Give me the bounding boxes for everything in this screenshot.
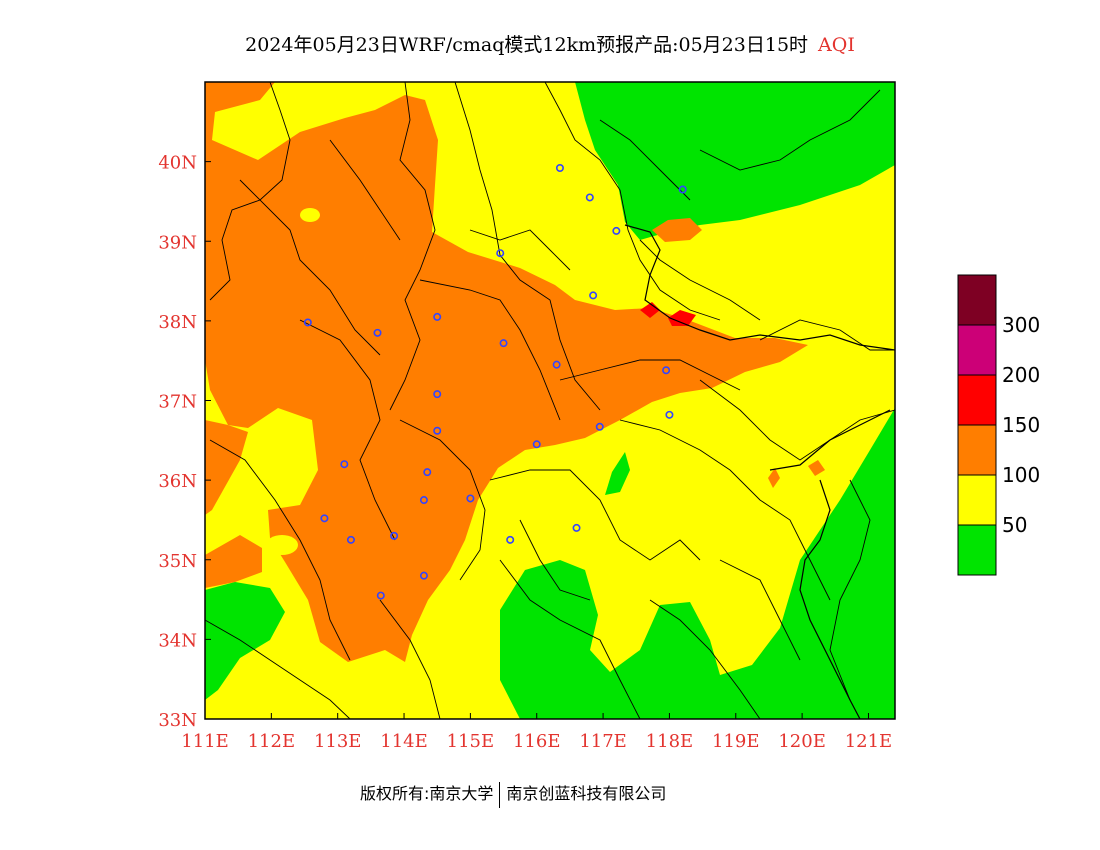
city-marker-2 <box>612 226 621 235</box>
city-marker-3 <box>678 185 687 194</box>
aqi-zone-green-south <box>500 408 895 719</box>
city-marker-15 <box>433 426 442 435</box>
city-marker-8 <box>433 312 442 321</box>
legend-swatch-5 <box>957 274 997 326</box>
footer-company: 南京创蓝科技有限公司 <box>506 784 667 803</box>
city-marker-6 <box>303 318 312 327</box>
legend-label-2: 150 <box>1002 413 1040 437</box>
lon-tick-label-10: 121E <box>845 731 893 752</box>
city-marker-21 <box>466 494 475 503</box>
legend-swatch-4 <box>957 324 997 376</box>
lon-tick-label-4: 115E <box>447 731 495 752</box>
aqi-zone-orange-southwest <box>205 535 262 588</box>
city-marker-7 <box>373 328 382 337</box>
lon-tick-label-9: 120E <box>778 731 826 752</box>
coastline <box>624 224 895 719</box>
aqi-zone-yellow-hole-2 <box>266 535 298 555</box>
city-marker-17 <box>340 460 349 469</box>
aqi-zone-orange-dot <box>768 468 780 488</box>
city-marker-27 <box>376 591 385 600</box>
lon-tick-label-2: 113E <box>314 731 362 752</box>
city-marker-26 <box>419 571 428 580</box>
legend-swatch-0 <box>957 524 997 576</box>
aqi-zone-orange-main <box>205 82 808 662</box>
city-marker-16 <box>532 440 541 449</box>
city-marker-13 <box>595 422 604 431</box>
city-marker-14 <box>433 390 442 399</box>
aqi-field <box>205 82 895 719</box>
lat-tick-label-5: 38N <box>158 312 197 333</box>
city-marker-25 <box>572 523 581 532</box>
city-marker-23 <box>390 531 399 540</box>
city-markers <box>303 163 687 600</box>
axis-ticks: 111E 112E 113E 114E 115E 116E 117E 118E 119E 120E… <box>158 153 892 752</box>
aqi-zone-orange-dot2 <box>808 460 825 476</box>
city-marker-11 <box>662 366 671 375</box>
aqi-zone-yellow-hole-1 <box>300 208 320 222</box>
aqi-zone-red-2 <box>668 310 696 326</box>
legend-swatch-1 <box>957 474 997 526</box>
legend-swatch-3 <box>957 374 997 426</box>
lat-tick-label-7: 40N <box>158 153 197 174</box>
lon-tick-label-1: 112E <box>248 731 296 752</box>
aqi-zone-red-1 <box>640 302 660 318</box>
lat-tick-label-3: 36N <box>158 471 197 492</box>
city-marker-19 <box>320 514 329 523</box>
city-marker-1 <box>585 193 594 202</box>
city-marker-9 <box>499 339 508 348</box>
city-marker-22 <box>346 535 355 544</box>
city-marker-5 <box>589 291 598 300</box>
legend-label-0: 50 <box>1002 513 1027 537</box>
lon-tick-label-6: 117E <box>579 731 627 752</box>
city-marker-18 <box>423 468 432 477</box>
legend-swatch-2 <box>957 424 997 476</box>
title-main: 2024年05月23日WRF/cmaq模式12km预报产品:05月23日15时 <box>245 34 809 56</box>
lat-tick-label-1: 34N <box>158 630 197 651</box>
legend-label-1: 100 <box>1002 463 1040 487</box>
city-marker-10 <box>552 360 561 369</box>
aqi-legend: 50 100 150 200 300 <box>957 274 1040 576</box>
legend-label-3: 200 <box>1002 363 1040 387</box>
city-marker-12 <box>665 410 674 419</box>
lon-tick-label-7: 118E <box>646 731 694 752</box>
title-variable: AQI <box>818 34 855 56</box>
lon-tick-label-3: 114E <box>380 731 428 752</box>
footer-divider <box>499 781 501 808</box>
map-title: 2024年05月23日WRF/cmaq模式12km预报产品:05月23日15时 A… <box>0 30 1100 57</box>
city-marker-0 <box>555 163 564 172</box>
copyright-footer: 版权所有:南京大学 南京创蓝科技有限公司 <box>360 780 666 808</box>
footer-owner: 版权所有:南京大学 <box>360 784 494 803</box>
city-marker-20 <box>419 496 428 505</box>
lon-tick-label-5: 116E <box>513 731 561 752</box>
lat-tick-label-6: 39N <box>158 232 197 253</box>
lat-tick-label-4: 37N <box>158 392 197 413</box>
legend-label-4: 300 <box>1002 313 1040 337</box>
aqi-zone-green-patch <box>605 452 630 495</box>
city-marker-24 <box>506 535 515 544</box>
city-marker-4 <box>496 249 505 258</box>
lon-tick-label-8: 119E <box>712 731 760 752</box>
lat-tick-label-0: 33N <box>158 710 197 731</box>
aqi-zone-green-southwest <box>205 582 285 700</box>
admin-boundaries <box>205 82 895 719</box>
lat-tick-label-2: 35N <box>158 551 197 572</box>
lon-tick-label-0: 111E <box>181 731 229 752</box>
aqi-zone-orange-coast <box>652 218 702 242</box>
aqi-zone-green-northeast <box>575 82 895 240</box>
